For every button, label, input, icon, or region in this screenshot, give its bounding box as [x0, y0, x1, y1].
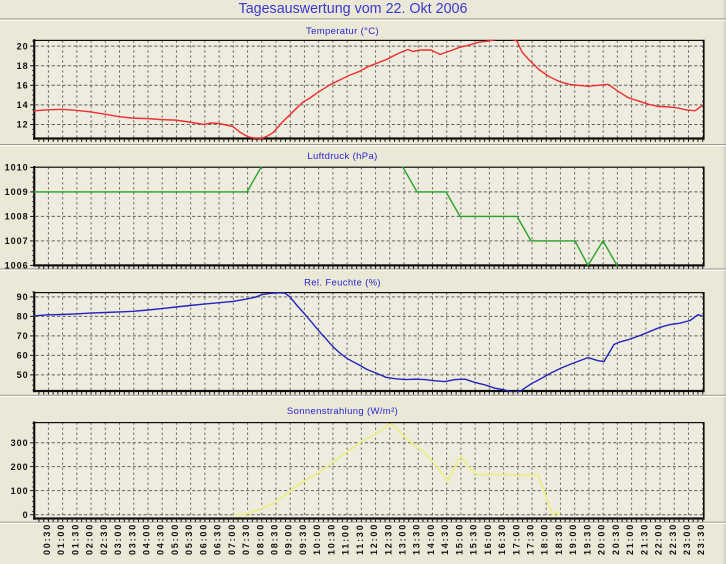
svg-text:08:00: 08:00: [255, 523, 265, 555]
svg-text:15:30: 15:30: [469, 523, 479, 555]
svg-text:02:00: 02:00: [85, 523, 95, 555]
svg-text:13:00: 13:00: [398, 523, 408, 555]
svg-text:14:30: 14:30: [440, 523, 450, 555]
svg-text:20: 20: [17, 41, 29, 51]
svg-text:20:30: 20:30: [611, 523, 621, 555]
svg-text:17:30: 17:30: [526, 523, 536, 555]
svg-text:01:00: 01:00: [56, 523, 66, 555]
svg-text:07:30: 07:30: [241, 523, 251, 555]
svg-text:50: 50: [17, 370, 29, 380]
svg-text:23:30: 23:30: [696, 523, 706, 555]
svg-text:19:00: 19:00: [568, 523, 578, 555]
svg-text:Sonnenstrahlung (W/m²): Sonnenstrahlung (W/m²): [287, 406, 398, 417]
svg-text:14: 14: [17, 100, 29, 110]
svg-text:20:00: 20:00: [597, 523, 607, 555]
svg-text:18:00: 18:00: [540, 523, 550, 555]
svg-text:60: 60: [17, 351, 29, 361]
svg-text:02:30: 02:30: [99, 523, 109, 555]
svg-text:09:30: 09:30: [298, 523, 308, 555]
svg-text:10:00: 10:00: [312, 523, 322, 555]
svg-text:Luftdruck (hPa): Luftdruck (hPa): [307, 151, 377, 162]
svg-text:1010: 1010: [5, 163, 29, 173]
svg-text:12:00: 12:00: [369, 523, 379, 555]
svg-text:Rel. Feuchte (%): Rel. Feuchte (%): [304, 278, 381, 289]
svg-text:11:30: 11:30: [355, 523, 365, 555]
svg-text:06:30: 06:30: [213, 523, 223, 555]
svg-text:23:00: 23:00: [682, 523, 692, 555]
svg-text:1009: 1009: [5, 187, 29, 197]
svg-text:100: 100: [11, 486, 29, 496]
svg-text:14:00: 14:00: [426, 523, 436, 555]
svg-text:1008: 1008: [5, 212, 29, 222]
svg-text:13:30: 13:30: [412, 523, 422, 555]
svg-text:17:00: 17:00: [511, 523, 521, 555]
svg-text:15:00: 15:00: [454, 523, 464, 555]
svg-text:90: 90: [17, 292, 29, 302]
svg-text:07:00: 07:00: [227, 523, 237, 555]
svg-text:09:00: 09:00: [284, 523, 294, 555]
svg-text:16:00: 16:00: [483, 523, 493, 555]
svg-text:1007: 1007: [5, 236, 29, 246]
svg-text:22:00: 22:00: [654, 523, 664, 555]
svg-text:12:30: 12:30: [383, 523, 393, 555]
svg-text:04:00: 04:00: [141, 523, 151, 555]
svg-text:70: 70: [17, 331, 29, 341]
svg-text:11:00: 11:00: [341, 523, 351, 555]
svg-text:01:30: 01:30: [70, 523, 80, 555]
svg-text:21:00: 21:00: [625, 523, 635, 555]
svg-text:03:00: 03:00: [113, 523, 123, 555]
svg-text:18: 18: [17, 61, 29, 71]
svg-text:Tagesauswertung vom 22. Okt 20: Tagesauswertung vom 22. Okt 2006: [239, 1, 468, 17]
svg-text:03:30: 03:30: [127, 523, 137, 555]
svg-text:16:30: 16:30: [497, 523, 507, 555]
svg-text:0: 0: [23, 510, 29, 520]
svg-text:22:30: 22:30: [668, 523, 678, 555]
svg-text:300: 300: [11, 438, 29, 448]
svg-text:00:30: 00:30: [42, 523, 52, 555]
svg-text:08:30: 08:30: [270, 523, 280, 555]
svg-text:Temperatur (°C): Temperatur (°C): [306, 26, 379, 37]
svg-text:21:30: 21:30: [639, 523, 649, 555]
svg-text:10:30: 10:30: [326, 523, 336, 555]
svg-text:06:00: 06:00: [198, 523, 208, 555]
svg-text:200: 200: [11, 462, 29, 472]
svg-text:80: 80: [17, 312, 29, 322]
svg-text:18:30: 18:30: [554, 523, 564, 555]
svg-text:1006: 1006: [5, 261, 29, 271]
svg-text:05:00: 05:00: [170, 523, 180, 555]
svg-text:19:30: 19:30: [582, 523, 592, 555]
svg-text:12: 12: [17, 120, 29, 130]
svg-text:04:30: 04:30: [156, 523, 166, 555]
svg-text:16: 16: [17, 81, 29, 91]
svg-text:05:30: 05:30: [184, 523, 194, 555]
